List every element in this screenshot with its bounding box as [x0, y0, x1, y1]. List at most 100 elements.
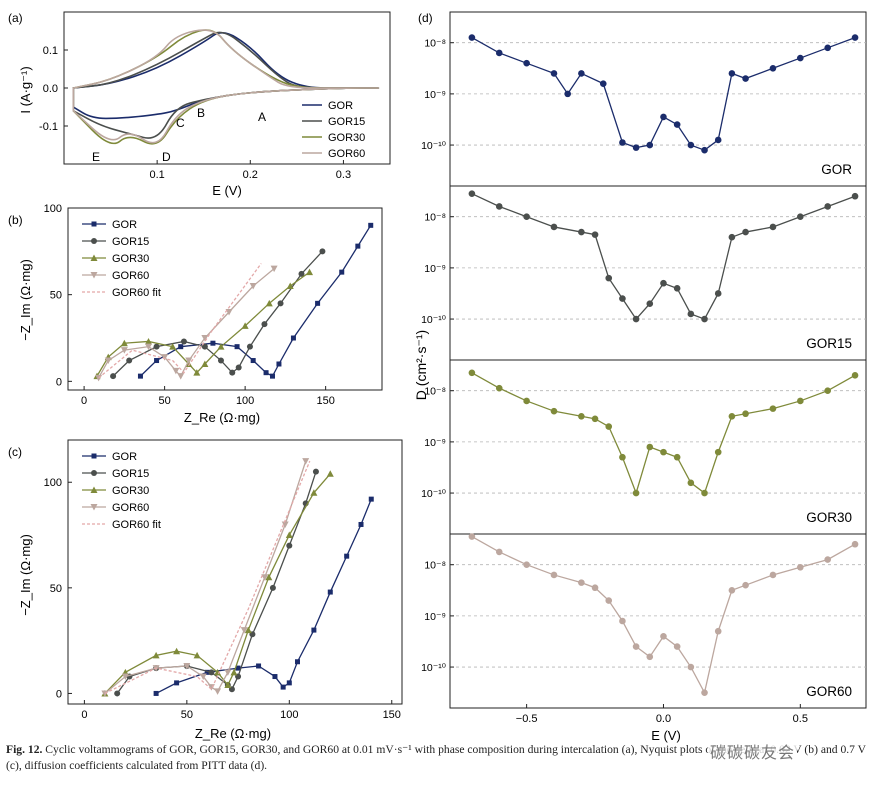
- d-ytick-label: 10⁻⁸: [424, 38, 446, 50]
- d-point-gor60: [619, 617, 626, 625]
- nyquist-point-gor: [154, 358, 160, 364]
- legend-label-gor60-fit: GOR60 fit: [112, 287, 161, 299]
- nyquist-point-gor60: [199, 673, 207, 681]
- panel-c-label: (c): [8, 445, 22, 459]
- nyquist-point-gor30: [214, 668, 222, 676]
- d-point-gor: [619, 139, 626, 146]
- d-point-gor15: [851, 192, 859, 200]
- d-point-gor60: [495, 548, 503, 556]
- d-ytick-label: 10⁻¹⁰: [421, 488, 447, 500]
- nyquist-point-gor15: [246, 343, 253, 350]
- nyquist-point-gor: [174, 680, 180, 686]
- nyquist-point-gor15: [153, 343, 160, 350]
- nyquist-point-gor30: [169, 343, 177, 350]
- d-point-gor30: [632, 489, 640, 497]
- xtick-label: 0: [81, 709, 87, 721]
- nyquist-point-gor15: [201, 343, 208, 350]
- panel-d: (d) D (cm²·s⁻¹) E (V) 10⁻⁸10⁻⁹10⁻¹⁰GOR10…: [413, 11, 867, 743]
- caption-text: Cyclic voltammograms of GOR, GOR15, GOR3…: [6, 743, 866, 772]
- d-point-gor: [646, 141, 654, 149]
- nyquist-point-gor60: [177, 373, 185, 380]
- nyquist-point-gor15: [126, 357, 133, 364]
- xtick-label: 100: [280, 709, 298, 721]
- ytick-label: 50: [50, 290, 62, 302]
- peak-label-d: D: [162, 150, 171, 164]
- nyquist-point-gor60: [145, 343, 153, 351]
- nyquist-point-gor60: [261, 574, 269, 581]
- d-point-gor15: [550, 223, 558, 231]
- a-xtick-label: 0.1: [149, 169, 164, 181]
- nyquist-point-gor30: [193, 651, 201, 659]
- d-point-gor60: [673, 643, 681, 650]
- nyquist-point-gor60: [302, 458, 310, 465]
- nyquist-point-gor: [355, 243, 361, 249]
- d-point-gor15: [495, 203, 503, 210]
- nyquist-point-gor30: [244, 626, 252, 634]
- nyquist-point-gor: [276, 361, 282, 367]
- nyquist-point-gor30: [224, 681, 232, 688]
- d-ytick-label: 10⁻⁸: [424, 560, 446, 572]
- nyquist-point-gor15: [277, 300, 284, 307]
- d-point-gor60: [797, 563, 804, 571]
- d-point-gor60: [660, 633, 667, 640]
- d-point-gor: [714, 136, 722, 144]
- legend-label-gor60-fit: GOR60 fit: [112, 519, 161, 531]
- a-ytick-label: 0.1: [43, 45, 58, 57]
- d-point-gor30: [824, 387, 831, 395]
- nyquist-point-gor30: [310, 489, 318, 496]
- d-ytick-label: 10⁻⁹: [424, 89, 446, 101]
- nyquist-point-gor60: [214, 688, 222, 695]
- d-point-gor: [769, 64, 777, 72]
- d-point-gor60: [714, 627, 722, 635]
- d-point-gor: [673, 121, 681, 128]
- panel-b-frame: [67, 207, 383, 391]
- nyquist-point-gor60: [104, 357, 112, 365]
- panel-c-frame: [67, 439, 403, 705]
- d-ytick-label: 10⁻¹⁰: [421, 140, 447, 152]
- nyquist-point-gor: [294, 659, 300, 665]
- panel-c-legend: GOR GOR15 GOR30 GOR60 GOR60 fit: [82, 451, 161, 531]
- d-point-gor: [495, 49, 503, 57]
- nyquist-point-gor15: [298, 270, 305, 277]
- panel-a-label: (a): [8, 11, 23, 25]
- nyquist-point-gor60: [120, 347, 128, 354]
- panel-b-xlabel: Z_Re (Ω·mg): [184, 410, 260, 425]
- d-ytick-label: 10⁻⁹: [424, 263, 446, 275]
- panel-d-ylabel: D (cm²·s⁻¹): [413, 330, 429, 400]
- legend-a-gor30: GOR30: [328, 132, 365, 144]
- d-point-gor15: [701, 315, 708, 323]
- d-point-gor30: [851, 372, 859, 379]
- ytick-label: 0: [56, 376, 62, 388]
- d-point-gor60: [824, 556, 831, 563]
- legend-label-gor30: GOR30: [112, 253, 149, 265]
- nyquist-point-gor: [137, 373, 143, 379]
- d-point-gor: [632, 144, 640, 151]
- nyquist-point-gor: [250, 358, 256, 364]
- d-point-gor: [687, 141, 695, 149]
- panel-a-xlabel: E (V): [212, 183, 242, 198]
- xtick-label: 150: [316, 395, 334, 407]
- a-ytick-label: 0.0: [43, 83, 58, 95]
- d-point-gor60: [769, 571, 777, 579]
- nyquist-point-gor30: [230, 668, 238, 676]
- d-point-gor15: [646, 300, 654, 308]
- nyquist-point-gor30: [120, 339, 128, 347]
- d-line-gor15: [471, 193, 856, 321]
- cv-curve-gor60: [72, 29, 380, 144]
- nyquist-line-gor60: [104, 460, 307, 694]
- d-ytick-label: 10⁻⁸: [424, 386, 446, 398]
- nyquist-point-gor15: [208, 669, 215, 676]
- d-ytick-label: 10⁻¹⁰: [421, 314, 447, 326]
- d-point-gor: [523, 59, 530, 67]
- d-point-gor: [599, 80, 607, 87]
- d-point-gor60: [646, 653, 654, 661]
- nyquist-line-gor60-fit: [104, 460, 311, 695]
- d-point-gor15: [605, 274, 613, 282]
- nyquist-point-gor30: [265, 573, 273, 581]
- d-point-gor15: [797, 213, 804, 221]
- nyquist-point-gor60: [183, 662, 191, 670]
- d-subplot-label-gor60: GOR60: [806, 684, 852, 699]
- nyquist-point-gor60: [172, 367, 180, 375]
- d-point-gor30: [714, 448, 722, 456]
